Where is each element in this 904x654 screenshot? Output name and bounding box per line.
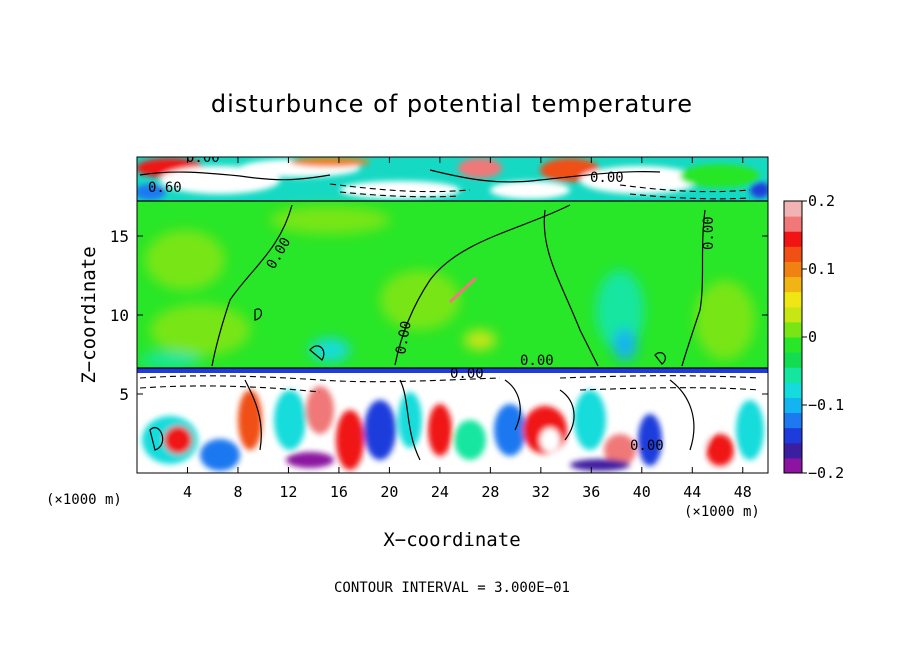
- colorbar-swatch: [784, 216, 802, 232]
- middle-band: [137, 201, 768, 368]
- colorbar-swatch: [784, 276, 802, 293]
- contour-label: 0.00: [450, 366, 484, 382]
- colorbar-tick-label: 0.2: [808, 192, 835, 210]
- x-tick-label: 32: [532, 483, 550, 501]
- colorbar-swatch: [784, 427, 802, 444]
- y-tick-label: 5: [119, 385, 129, 404]
- contour-lines-dashed: [139, 183, 761, 393]
- x-tick-label: 36: [582, 483, 600, 501]
- upper-band: [137, 157, 768, 201]
- colorbar-swatch: [784, 367, 802, 383]
- y-axis-title: Z−coordinate: [78, 246, 100, 383]
- colorbar-swatch: [784, 382, 802, 398]
- colorbar-swatch: [784, 442, 802, 459]
- contour-lines: [137, 169, 768, 461]
- y-axis: 5 10 15: [110, 227, 768, 404]
- colorbar-swatch: [784, 337, 802, 353]
- colorbar-tick-label: 0: [808, 328, 817, 346]
- colorbar-tick-label: −0.1: [808, 396, 844, 414]
- x-tick-label: 12: [279, 483, 297, 501]
- colorbar-swatch: [784, 261, 802, 278]
- x-unit-label: (×1000 m): [46, 492, 122, 508]
- plot-area: 0.00 0.60 0.00 0.00 0.00 0.00 0.00 0.00 …: [137, 150, 768, 473]
- contour-label: 0.60: [148, 180, 182, 196]
- colorbar-swatch: [784, 457, 802, 474]
- colorbar-swatch: [784, 306, 802, 323]
- x-tick-label: 48: [734, 483, 752, 501]
- colorbar: 0.2 0.1 0 −0.1 −0.2: [783, 192, 844, 482]
- contour-label: 0.00: [186, 150, 220, 166]
- colorbar-swatch: [784, 321, 802, 338]
- y-tick-label: 10: [110, 306, 129, 325]
- x-tick-label: 8: [233, 483, 242, 501]
- colorbar-swatch: [784, 291, 802, 308]
- colorbar-swatch: [784, 201, 802, 217]
- colorbar-tick-label: 0.1: [808, 260, 835, 278]
- x-tick-label: 28: [481, 483, 499, 501]
- contour-interval-note: CONTOUR INTERVAL = 3.000E−01: [334, 580, 570, 596]
- x-tick-label: 24: [431, 483, 449, 501]
- contour-label: 0.00: [393, 320, 415, 356]
- x-tick-label: 40: [633, 483, 651, 501]
- contour-label: 0.00: [630, 438, 664, 454]
- x-tick-label: 20: [380, 483, 398, 501]
- colorbar-tick-label: −0.2: [808, 464, 844, 482]
- y-tick-label: 15: [110, 227, 129, 246]
- x-axis-title: X−coordinate: [383, 529, 520, 551]
- x-tick-label: 4: [183, 483, 192, 501]
- colorbar-swatch: [784, 246, 802, 262]
- colorbar-swatch: [784, 231, 802, 247]
- contour-label: 0.00: [590, 170, 624, 186]
- x-axis: 4 8 12 16 20 24 28 32 36 40 44 48: [183, 157, 752, 501]
- chart-title: disturbunce of potential temperature: [211, 90, 693, 118]
- x-tick-label: 44: [683, 483, 701, 501]
- contour-label: 0.00: [520, 353, 554, 369]
- x-tick-label: 16: [330, 483, 348, 501]
- lower-band: [137, 368, 768, 473]
- colorbar-swatch: [784, 397, 802, 414]
- contour-label: 0.00: [701, 216, 717, 250]
- colorbar-swatch: [784, 352, 802, 368]
- x-unit-label-right: (×1000 m): [684, 504, 760, 520]
- colorbar-swatch: [784, 412, 802, 429]
